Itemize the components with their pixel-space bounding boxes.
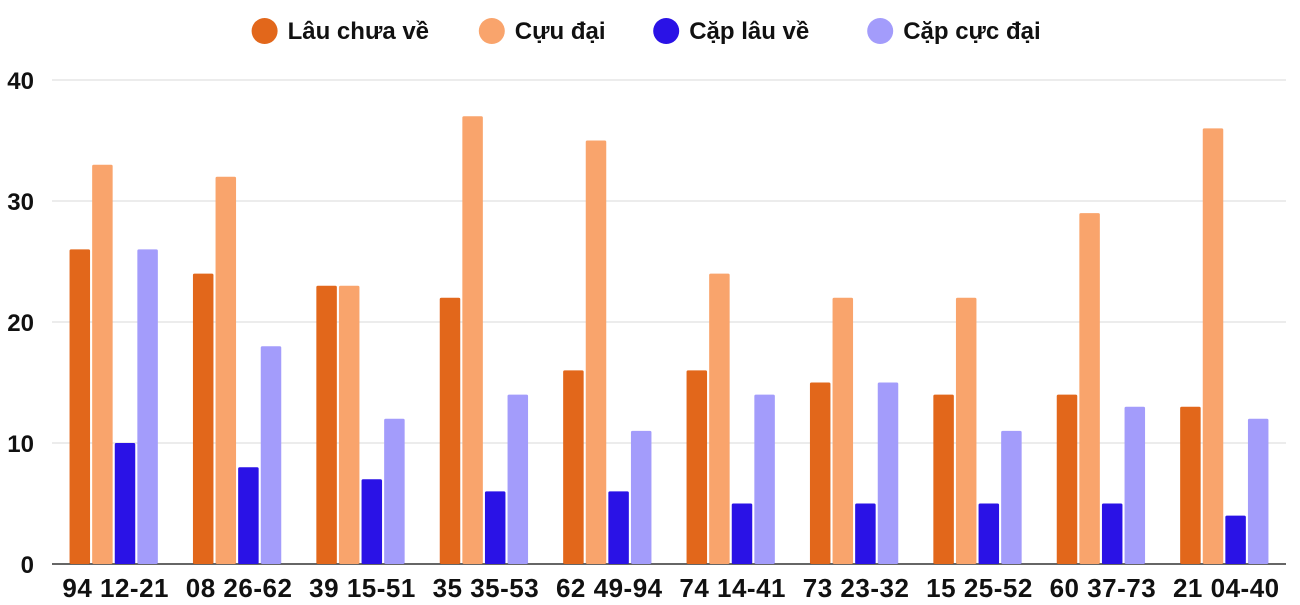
bar-c-p-l-u-v-6	[855, 503, 876, 564]
bar-l-u-ch-a-v-5	[686, 370, 708, 564]
bar-c-p-l-u-v-3	[484, 491, 506, 564]
y-tick-label: 10	[7, 431, 34, 458]
bar-c-u-i-1	[215, 176, 237, 565]
y-tick-label: 0	[21, 552, 34, 579]
y-tick-label: 20	[7, 310, 34, 337]
bar-c-u-i-5	[709, 273, 730, 564]
bar-l-u-ch-a-v-6	[809, 382, 831, 564]
bar-c-p-c-c-i-6	[877, 382, 899, 564]
legend-swatch	[867, 18, 894, 44]
legend-item-l-u-ch-a-v[interactable]: Lâu chưa về	[251, 18, 429, 45]
legend: Lâu chưa về Cựu đại Cặp lâu về Cặp cực đại	[251, 18, 1041, 45]
legend-swatch	[251, 18, 278, 44]
bar-c-u-i-2	[338, 285, 360, 564]
legend-item-c-p-l-u-v[interactable]: Cặp lâu về	[653, 18, 809, 45]
gridlines	[52, 79, 1286, 565]
legend-label: Cựu đại	[515, 18, 606, 45]
bar-l-u-ch-a-v-4	[563, 370, 584, 564]
bar-c-p-l-u-v-7	[978, 503, 1000, 564]
legend-swatch	[653, 18, 680, 44]
x-category-label: 08 26-62	[186, 573, 293, 600]
bar-c-p-l-u-v-4	[608, 491, 629, 564]
bar-c-u-i-0	[92, 164, 113, 564]
x-category-label: 21 04-40	[1173, 573, 1280, 600]
x-category-label: 94 12-21	[62, 573, 169, 600]
bar-c-p-l-u-v-9	[1225, 515, 1246, 564]
bar-c-p-c-c-i-2	[384, 418, 405, 564]
bar-c-p-c-c-i-0	[137, 249, 158, 564]
bar-c-u-i-6	[832, 297, 854, 564]
bar-l-u-ch-a-v-7	[933, 394, 954, 564]
bar-l-u-ch-a-v-3	[439, 297, 461, 564]
bar-c-u-i-8	[1079, 213, 1100, 564]
legend-label: Lâu chưa về	[288, 18, 429, 45]
bar-c-p-c-c-i-8	[1124, 406, 1146, 564]
legend-item-c-u-i[interactable]: Cựu đại	[478, 18, 606, 45]
y-axis: 0 10 20 30 40	[7, 68, 34, 579]
x-axis: 94 12-21 08 26-62 39 15-51 35 35-53 62 49-94…	[62, 573, 1280, 603]
legend-swatch	[478, 18, 505, 44]
y-tick-label: 40	[7, 68, 34, 95]
x-category-label: 60 37-73	[1050, 573, 1157, 600]
bar-c-p-c-c-i-9	[1247, 418, 1269, 564]
bar-c-p-l-u-v-0	[114, 443, 136, 564]
bar-l-u-ch-a-v-8	[1056, 394, 1078, 564]
bar-l-u-ch-a-v-9	[1180, 406, 1201, 564]
bar-c-p-l-u-v-8	[1101, 503, 1123, 564]
x-category-label: 15 25-52	[926, 573, 1033, 600]
x-category-label: 74 14-41	[679, 573, 786, 600]
bars	[69, 116, 1269, 565]
bar-c-u-i-7	[955, 297, 977, 564]
bar-c-p-l-u-v-1	[238, 467, 259, 564]
bar-l-u-ch-a-v-0	[69, 249, 91, 564]
bar-l-u-ch-a-v-2	[316, 285, 337, 564]
bar-c-u-i-9	[1202, 128, 1224, 564]
bar-c-p-c-c-i-1	[260, 346, 282, 564]
legend-item-c-p-c-c-i[interactable]: Cặp cực đại	[867, 18, 1041, 45]
bar-c-u-i-3	[462, 116, 483, 565]
x-category-label: 35 35-53	[433, 573, 540, 600]
legend-label: Cặp cực đại	[903, 18, 1040, 45]
bar-c-p-l-u-v-5	[731, 503, 753, 564]
bar-l-u-ch-a-v-1	[192, 273, 214, 564]
bar-c-p-l-u-v-2	[361, 479, 383, 564]
bar-c-p-c-c-i-7	[1001, 430, 1022, 564]
x-category-label: 62 49-94	[556, 573, 663, 600]
bar-c-u-i-4	[585, 140, 607, 564]
legend-label: Cặp lâu về	[689, 18, 809, 45]
bar-c-p-c-c-i-5	[754, 394, 775, 564]
y-tick-label: 30	[7, 189, 34, 216]
bar-c-p-c-c-i-4	[630, 430, 652, 564]
bar-c-p-c-c-i-3	[507, 394, 529, 564]
x-category-label: 39 15-51	[309, 573, 416, 600]
x-category-label: 73 23-32	[803, 573, 910, 600]
